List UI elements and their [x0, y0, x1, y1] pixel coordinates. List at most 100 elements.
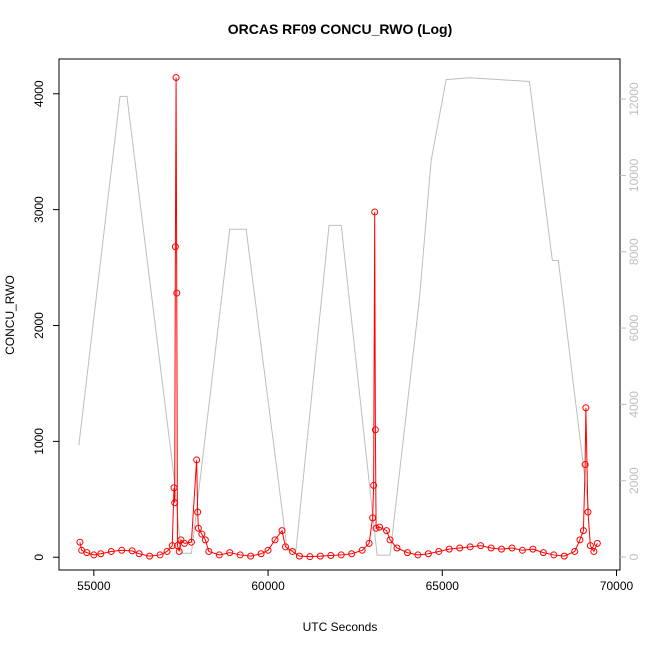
data-point	[593, 539, 601, 547]
series-line	[79, 77, 598, 558]
data-point	[586, 542, 594, 550]
data-point	[383, 527, 391, 535]
data-point	[236, 551, 244, 559]
data-point	[170, 484, 178, 492]
data-point	[403, 549, 411, 557]
data-point	[215, 551, 223, 559]
data-point	[369, 514, 377, 522]
data-point	[107, 547, 115, 555]
data-point	[163, 547, 171, 555]
data-point	[445, 545, 453, 553]
data-point	[365, 539, 373, 547]
data-point	[316, 552, 324, 560]
data-point	[171, 243, 179, 251]
data-point	[177, 536, 185, 544]
y-axis-label: CONCU_RWO	[3, 275, 17, 355]
data-point	[146, 552, 154, 560]
data-point	[288, 547, 296, 555]
y2-tick-label: 4000	[627, 391, 641, 418]
data-point	[201, 536, 209, 544]
data-point	[306, 553, 314, 561]
data-point	[271, 536, 279, 544]
data-point	[579, 527, 587, 535]
data-point	[371, 208, 379, 216]
data-point	[264, 546, 272, 554]
data-point	[435, 547, 443, 555]
y-tick-label: 0	[32, 554, 46, 561]
data-point	[508, 544, 516, 552]
data-point	[327, 552, 335, 560]
data-point	[257, 550, 265, 558]
data-point	[560, 552, 568, 560]
data-point	[376, 523, 384, 531]
data-point	[226, 549, 234, 557]
data-point	[281, 543, 289, 551]
data-point	[76, 538, 84, 546]
data-point	[372, 524, 380, 532]
y2-tick-label: 2000	[627, 467, 641, 494]
data-point	[370, 481, 378, 489]
data-point	[205, 547, 213, 555]
data-point	[539, 549, 547, 557]
data-point	[173, 289, 181, 297]
x-tick-label: 60000	[251, 579, 285, 593]
data-point	[128, 547, 136, 555]
y-tick-label: 3000	[32, 196, 46, 223]
data-point	[584, 508, 592, 516]
data-point	[247, 552, 255, 560]
chart-title: ORCAS RF09 CONCU_RWO (Log)	[228, 21, 453, 37]
data-point	[180, 539, 188, 547]
x-axis-label: UTC Seconds	[303, 620, 378, 634]
data-point	[393, 544, 401, 552]
data-point	[424, 550, 432, 558]
x-tick-label: 70000	[600, 579, 634, 593]
data-point	[477, 542, 485, 550]
y2-tick-label: 6000	[627, 314, 641, 341]
data-point	[90, 551, 98, 559]
data-point	[171, 499, 179, 507]
data-point	[571, 547, 579, 555]
data-point	[194, 508, 202, 516]
y2-tick-label: 10000	[627, 158, 641, 192]
data-point	[518, 546, 526, 554]
y-tick-label: 2000	[32, 312, 46, 339]
data-point	[97, 550, 105, 558]
y2-tick-label: 8000	[627, 238, 641, 265]
data-point	[175, 547, 183, 555]
data-point	[576, 536, 584, 544]
y2-tick-label: 0	[627, 553, 641, 560]
y-tick-label: 4000	[32, 80, 46, 107]
data-point	[295, 552, 303, 560]
series-line	[78, 77, 590, 556]
data-point	[193, 456, 201, 464]
data-point	[83, 549, 91, 557]
data-point	[278, 527, 286, 535]
y-tick-label: 1000	[32, 428, 46, 455]
data-point	[348, 550, 356, 558]
data-point	[529, 545, 537, 553]
data-point	[198, 530, 206, 538]
data-point	[414, 551, 422, 559]
data-point	[358, 546, 366, 554]
x-tick-label: 55000	[77, 579, 111, 593]
data-point	[581, 461, 589, 469]
data-point	[156, 551, 164, 559]
data-point	[582, 404, 590, 412]
y2-tick-label: 12000	[627, 82, 641, 116]
x-tick-label: 65000	[426, 579, 460, 593]
data-point	[187, 538, 195, 546]
plot-frame	[58, 58, 621, 571]
data-point	[135, 550, 143, 558]
data-point	[386, 536, 394, 544]
data-point	[498, 545, 506, 553]
data-point	[168, 542, 176, 550]
data-point	[487, 544, 495, 552]
data-point	[371, 426, 379, 434]
data-point	[337, 551, 345, 559]
data-point	[590, 547, 598, 555]
data-point	[456, 544, 464, 552]
data-point	[466, 543, 474, 551]
data-point	[172, 74, 180, 82]
data-point	[550, 551, 558, 559]
